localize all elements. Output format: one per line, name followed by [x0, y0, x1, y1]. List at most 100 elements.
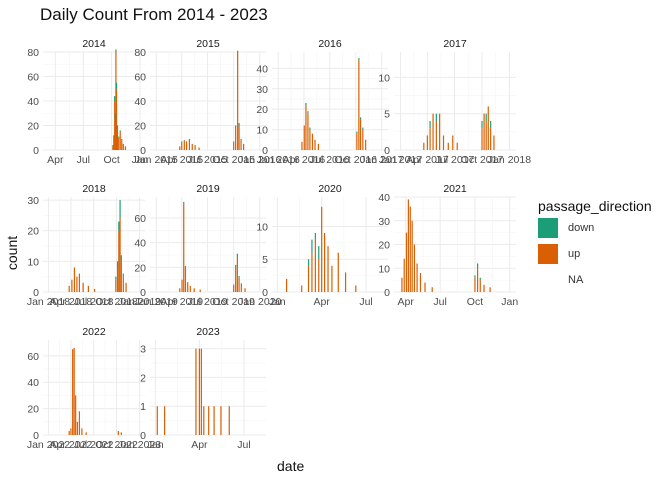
panel-2016-bar-up	[303, 125, 305, 150]
panel-2017-bar-up	[435, 120, 437, 150]
panel-2020-bar-up	[337, 252, 339, 292]
panel-2016-bar-up	[365, 139, 367, 150]
panel-2022-xtick-label: Jul 2022	[74, 439, 114, 451]
panel-2019-bar-down	[240, 283, 242, 285]
panel-2020-xtick-label: Apr	[314, 296, 331, 308]
panel-2018-xtick-label: Jan 2018	[27, 296, 70, 308]
panel-2021-bar-up	[424, 282, 426, 292]
panel-2017-bar-up	[493, 135, 495, 150]
panel-2021-bar-up	[489, 287, 491, 292]
panel-2022-strip-title: 2022	[82, 326, 106, 338]
panel-2015-xtick-label: Apr 2015	[160, 154, 203, 166]
panel-2014-bar-down	[115, 82, 118, 89]
panel-2015-bar-up	[198, 147, 200, 150]
panel-2018-ytick-label: 10	[27, 256, 39, 268]
panel-2021-bar-down	[479, 277, 481, 281]
panel-2023-ytick-label: 1	[140, 401, 146, 413]
panel-2019-xtick-label: Apr 2019	[160, 296, 203, 308]
panel-2022-bar-up	[75, 395, 77, 435]
panel-2020-bar-down	[314, 233, 316, 240]
panel-2015-strip-title: 2015	[196, 38, 220, 50]
panel-2016-bar-up	[307, 113, 309, 150]
panel-2021-ytick-label: 0	[384, 287, 390, 299]
panel-2016-xtick-label: Apr 2016	[283, 154, 326, 166]
panel-2017-bar-up	[442, 135, 445, 150]
legend-item-na: NA	[538, 268, 652, 292]
panel-2022-xtick-label: Oct 2022	[95, 439, 138, 451]
panel-2018-bar-down	[116, 261, 119, 268]
panel-2014-bar-up	[115, 88, 118, 150]
panel-2019-xtick-label: Jan 2019	[135, 296, 178, 308]
panel-2017-xtick-label: Oct 2017	[461, 154, 504, 166]
panel-2017-bar-down	[429, 120, 431, 129]
panel-2014-xtick-label: Jul	[77, 154, 90, 166]
panel-2017-bar-down	[435, 113, 437, 121]
panel-2022-xtick-label: Jan 2022	[27, 439, 70, 451]
panel-2018-xtick-label: Jul 2018	[74, 296, 114, 308]
panel-2018-bar-up	[122, 276, 124, 292]
panel-2017-bar-down	[481, 120, 483, 129]
panel-2020-ytick-label: 10	[256, 221, 268, 233]
panel-2014-ytick-label: 80	[27, 47, 39, 59]
panel-2020-bar-up	[314, 239, 316, 292]
panel-2015-bar-up	[194, 145, 196, 150]
panel-2014-bar-up	[122, 143, 124, 150]
panel-2016-bar-down	[362, 127, 364, 130]
panel-2021-bar-up	[401, 277, 403, 292]
panel-2023-ytick-label: 3	[140, 344, 146, 356]
panel-2022-bar-up	[85, 432, 87, 435]
panel-2016-bar-up	[311, 133, 314, 150]
panel-2019-xtick-label: Oct 2019	[212, 296, 255, 308]
panel-2015-xtick-label: Jan 2015	[135, 154, 178, 166]
panel-2019-bar-down	[238, 275, 240, 278]
panel-2023-bar-up	[213, 406, 215, 435]
panel-2021-bar-down	[474, 275, 476, 278]
panel-2021-bar-down	[477, 263, 479, 269]
panel-2020-bar-up	[311, 252, 313, 292]
legend-key-down	[538, 218, 558, 238]
panel-2021-bar-up	[407, 199, 409, 292]
panel-2021-bar-up	[431, 287, 433, 292]
panel-2018-bar-down	[118, 221, 120, 231]
panel-2022-bar-up	[72, 349, 74, 435]
panel-2020-bar-down	[318, 246, 320, 260]
panel-2017-bar-up	[447, 142, 449, 150]
panel-2014-ytick-label: 40	[27, 96, 39, 108]
panel-2014-ytick-label: 20	[27, 121, 39, 133]
legend-item-up: up	[538, 242, 652, 266]
x-axis-label: date	[277, 458, 305, 474]
panel-2016-ytick-label: 20	[256, 104, 268, 116]
panel-2015-ytick-label: 40	[134, 96, 146, 108]
legend-label-na: NA	[568, 274, 584, 286]
panel-2018-bar-up	[115, 279, 117, 292]
panel-2016-bar-down	[356, 131, 358, 134]
panel-2019-bar-up	[240, 284, 242, 292]
panel-2018-bar-up	[94, 288, 96, 292]
panel-2015-bar-down	[240, 138, 242, 141]
panel-2016-bar-down	[359, 117, 362, 120]
panel-2014-xtick-label: Oct	[103, 154, 119, 166]
panel-2017-bar-up	[429, 128, 431, 150]
panel-2018-ytick-label: 30	[27, 195, 39, 207]
panel-2022-bar-up	[117, 431, 119, 435]
panel-2019-bar-down	[235, 264, 237, 268]
panel-2020-ytick-label: 5	[262, 254, 268, 266]
panel-2023-ytick-label: 0	[140, 430, 146, 442]
panel-2015-bar-up	[183, 140, 185, 150]
panel-2017-bar-down	[485, 113, 487, 121]
panel-2017-xtick-label: Jul 2017	[435, 154, 475, 166]
panel-2020-bar-up	[355, 285, 357, 292]
panel-2014-strip-title: 2014	[82, 38, 106, 50]
panel-2023-xtick-label: Jan	[147, 439, 164, 451]
panel-2015-ytick-label: 0	[140, 145, 146, 157]
panel-2018-bar-up	[71, 279, 73, 292]
panel-2014-ytick-label: 0	[33, 145, 39, 157]
panel-2022-ytick-label: 60	[27, 351, 39, 363]
panel-2020-xtick-label: Jan	[269, 296, 286, 308]
panel-2016-bar-up	[301, 141, 303, 150]
panel-2022-ytick-label: 20	[27, 404, 39, 416]
panel-2021-bar-up	[419, 273, 422, 292]
panel-2021-ytick-label: 10	[378, 263, 390, 275]
panel-2015-bar-up	[238, 125, 240, 150]
